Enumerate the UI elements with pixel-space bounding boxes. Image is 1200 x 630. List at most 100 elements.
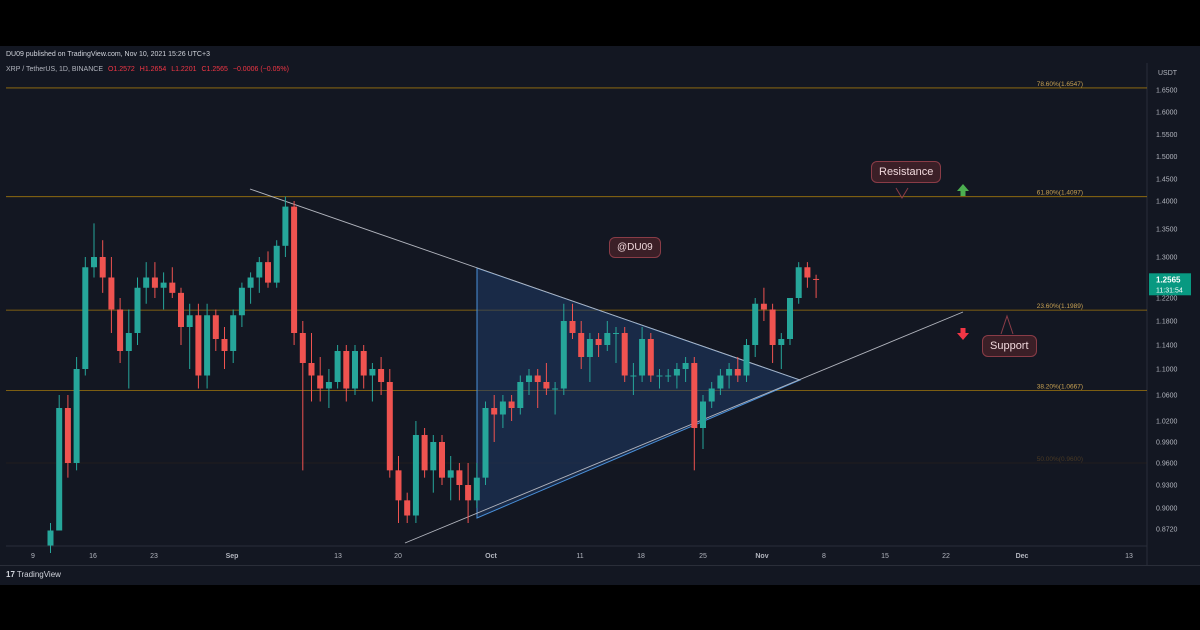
time-tick-label: 8	[822, 553, 826, 560]
candle-body	[412, 435, 419, 516]
candle-body	[647, 339, 654, 376]
symbol-name: XRP / TetherUS, 1D, BINANCE	[6, 66, 103, 73]
candle-body	[221, 339, 228, 351]
candle-body	[212, 315, 219, 339]
fib-label: 78.60%(1.6547)	[1037, 81, 1083, 88]
price-tick-label: 1.0600	[1156, 393, 1178, 400]
price-tick-label: 1.3500	[1156, 227, 1178, 234]
time-tick-label: 22	[942, 553, 950, 560]
candle-body	[230, 315, 237, 351]
price-tick-label: 1.5000	[1156, 154, 1178, 161]
time-tick-label: Sep	[226, 553, 239, 560]
candle-body	[378, 369, 385, 382]
candle-body	[717, 375, 724, 389]
time-tick-label: Dec	[1016, 553, 1029, 560]
candle-body	[186, 315, 193, 327]
candle-body	[534, 375, 541, 382]
candle-body	[404, 500, 411, 516]
candle-body	[499, 401, 506, 415]
time-tick-label: 25	[699, 553, 707, 560]
candle-body	[586, 339, 593, 357]
candle-body	[804, 267, 811, 278]
candle-body	[743, 345, 750, 376]
candle-body	[47, 530, 54, 546]
price-tick-label: 1.0200	[1156, 419, 1178, 426]
price-tick-label: 1.5500	[1156, 132, 1178, 139]
candle-body	[769, 309, 776, 345]
candle-body	[421, 435, 428, 471]
candle-body	[752, 303, 759, 345]
candle-body	[726, 369, 733, 376]
resistance-label: Resistance	[871, 161, 942, 183]
candle-body	[526, 375, 532, 382]
time-tick-label: 18	[637, 553, 645, 560]
triangle-pattern	[476, 267, 802, 519]
candle-body	[613, 333, 619, 334]
candle-body	[308, 363, 315, 376]
price-tick-label: 0.9900	[1156, 440, 1178, 447]
candle-body	[238, 287, 245, 316]
ohlc-low: L1.2201	[171, 66, 197, 73]
candle-body	[256, 262, 263, 278]
candle-body	[491, 408, 498, 415]
time-tick-label: 23	[150, 553, 158, 560]
candle-body	[334, 351, 341, 382]
chart-frame: DU09 published on TradingView.com, Nov 1…	[0, 46, 1200, 585]
candle-body	[369, 369, 376, 376]
price-tick-label: 1.4000	[1156, 199, 1178, 206]
candle-body	[395, 470, 402, 501]
time-tick-label: 16	[89, 553, 97, 560]
fib-label: 61.80%(1.4097)	[1037, 190, 1083, 197]
price-tick-label: 1.2200	[1156, 296, 1178, 303]
candle-body	[91, 257, 97, 268]
support-label: Support	[982, 335, 1037, 357]
candle-body	[64, 408, 71, 463]
candle-body	[595, 339, 602, 345]
time-tick-label: Nov	[755, 553, 768, 560]
footer-bar: 17 TradingView	[0, 565, 1200, 585]
candle-body	[117, 309, 124, 351]
candle-body	[325, 382, 332, 389]
time-tick-label: 15	[881, 553, 889, 560]
price-tick-label: 1.6500	[1156, 88, 1178, 95]
current-price-tag	[1149, 273, 1191, 296]
price-tick-label: 1.1000	[1156, 367, 1178, 374]
candle-body	[247, 277, 254, 288]
candle-body	[639, 339, 646, 376]
candle-body	[169, 282, 176, 293]
candle-body	[99, 257, 106, 278]
time-tick-label: 13	[334, 553, 342, 560]
candlestick-chart[interactable]: 78.60%(1.6547) 61.80%(1.4097) 23.60%(1.198…	[0, 46, 1200, 565]
candle-body	[178, 292, 184, 327]
candle-body	[82, 267, 89, 369]
time-tick-label: 11	[576, 553, 583, 560]
ascending-trendline	[404, 311, 964, 544]
price-tick-label: 1.3000	[1156, 255, 1178, 262]
candle-body	[813, 278, 820, 280]
fib-label: 50.00%(0.9600)	[1037, 456, 1083, 463]
candle-body	[465, 485, 472, 501]
candle-body	[560, 321, 567, 389]
ohlc-open: O1.2572	[107, 66, 135, 73]
candle-body	[386, 382, 393, 471]
candle-body	[604, 333, 611, 345]
candle-body	[787, 298, 793, 339]
descending-trendline	[249, 188, 801, 381]
candle-body	[630, 375, 637, 377]
up-arrow-icon	[957, 184, 969, 196]
candle-body	[151, 277, 158, 288]
candle-body	[56, 408, 63, 531]
time-tick-label: 9	[31, 553, 35, 560]
symbol-line: XRP / TetherUS, 1D, BINANCE O1.2572 H1.2…	[6, 66, 292, 73]
candle-body	[134, 287, 141, 333]
candle-body	[343, 351, 350, 389]
price-tick-label: 1.1800	[1156, 319, 1178, 326]
candle-body	[760, 303, 767, 310]
candle-body	[543, 382, 550, 389]
price-tick-label: 0.9000	[1156, 506, 1178, 513]
candle-body	[691, 363, 698, 428]
ohlc-change: −0.0006 (−0.05%)	[232, 66, 289, 73]
price-tick-label: 1.1400	[1156, 343, 1178, 350]
candle-body	[439, 442, 445, 478]
price-tick-label: 0.9300	[1156, 483, 1178, 490]
